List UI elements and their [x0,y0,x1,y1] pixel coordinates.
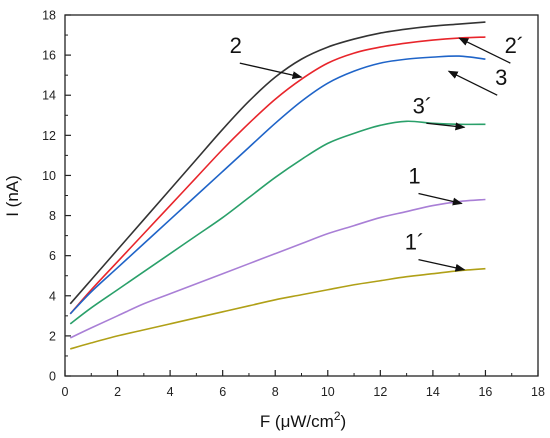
series-line-2 [69,55,486,315]
x-tick-label-16: 16 [478,385,492,399]
x-tick-label-4: 4 [167,385,174,399]
series-line-4 [69,198,486,339]
x-tick-label-6: 6 [219,385,226,399]
x-axis-ticks: 0 2 4 6 8 10 12 14 16 18 [62,370,545,399]
y-axis-label: I (nA) [3,175,22,217]
curve-arrow-5 [418,259,466,272]
x-tick-label-14: 14 [426,385,440,399]
x-tick-label-8: 8 [272,385,279,399]
curve-arrow-1 [458,37,511,64]
y-tick-label-12: 12 [42,129,56,143]
x-tick-label-0: 0 [62,385,69,399]
series-layer [69,21,486,350]
x-label-tail: ) [341,412,347,431]
plot-frame [64,14,539,377]
curve-label-1: 2´ [505,33,525,58]
curve-label-5: 1´ [405,230,425,255]
x-tick-label-2: 2 [114,385,121,399]
y-tick-label-16: 16 [42,49,56,63]
series-line-0 [69,21,486,305]
y-tick-label-10: 10 [42,169,56,183]
y-tick-label-14: 14 [42,89,56,103]
x-tick-label-10: 10 [321,385,335,399]
x-label-main: F (μW/cm [260,412,334,431]
curve-label-0: 2 [230,33,242,58]
y-tick-label-0: 0 [49,370,56,384]
x-tick-label-18: 18 [531,385,545,399]
y-tick-label-2: 2 [49,329,56,343]
axes-frame [64,14,539,377]
curve-arrow-2 [447,70,498,96]
curve-arrow-4 [418,192,463,206]
x-tick-label-12: 12 [373,385,387,399]
x-label-superscript: 2 [334,409,341,423]
y-tick-label-8: 8 [49,209,56,223]
series-line-3 [69,120,486,325]
curve-label-2: 3 [495,65,507,90]
curve-label-3: 3´ [413,93,433,118]
y-tick-label-4: 4 [49,289,56,303]
y-tick-label-18: 18 [42,9,56,23]
curve-arrow-0 [239,62,303,80]
curve-arrow-3 [426,122,466,131]
x-axis-label: F (μW/cm2) [260,409,346,431]
curve-label-4: 1 [408,163,420,188]
y-tick-label-6: 6 [49,249,56,263]
series-line-5 [70,267,486,350]
series-line-1 [69,36,486,315]
y-axis-ticks: 0 2 4 6 8 10 12 14 16 18 [42,9,71,384]
annotation-layer: 2 2´ 3 3´ 1 1´ [230,33,525,272]
